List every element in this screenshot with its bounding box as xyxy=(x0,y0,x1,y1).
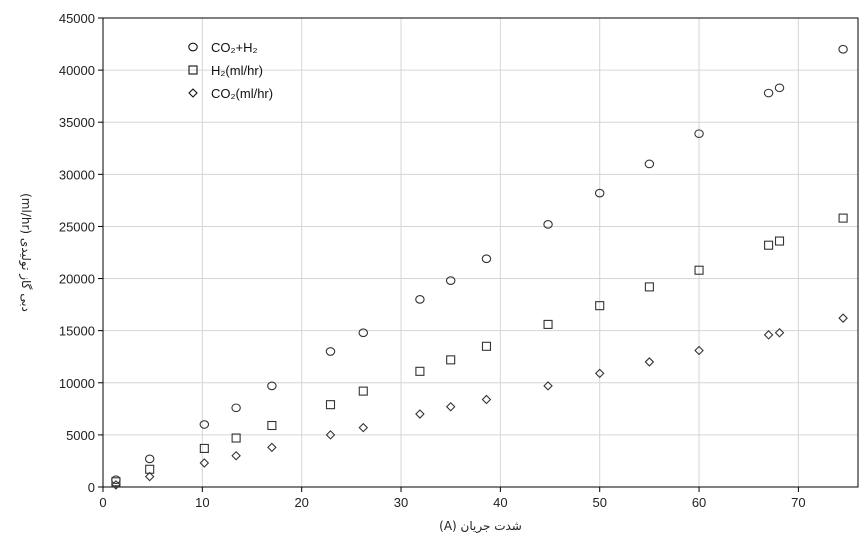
y-tick-label: 0 xyxy=(88,480,95,495)
data-point-square xyxy=(481,341,492,351)
y-axis-title: دبی گاز تولیدی (ml/hr) xyxy=(18,193,33,312)
data-point-circle xyxy=(644,159,655,169)
data-point-circle xyxy=(481,254,492,264)
data-point-square xyxy=(267,420,277,431)
data-point-diamond xyxy=(838,313,848,323)
data-point-circle xyxy=(325,347,336,356)
legend-marker-diamond xyxy=(188,88,198,98)
grid-lines xyxy=(103,17,858,487)
data-point-circle xyxy=(199,420,210,429)
y-tick-label: 45000 xyxy=(59,11,95,26)
x-tick-label: 20 xyxy=(294,495,308,510)
axis-ticks: 0 10 20 30 40 50 60 70 0 5000 10000 15000 20000 25000… xyxy=(59,11,806,510)
data-point-diamond xyxy=(199,458,210,468)
plot-frame xyxy=(102,17,859,488)
data-point-circle xyxy=(774,83,785,93)
data-point-diamond xyxy=(644,357,655,367)
x-tick-label: 50 xyxy=(592,495,606,510)
data-point-diamond xyxy=(231,450,241,461)
data-point-circle xyxy=(415,295,425,304)
data-point-diamond xyxy=(763,330,774,340)
data-point-diamond xyxy=(358,422,369,433)
series-diamond-points xyxy=(111,313,848,490)
data-point-diamond xyxy=(111,480,121,490)
data-point-circle xyxy=(267,381,277,391)
data-point-circle xyxy=(763,88,774,98)
x-tick-label: 60 xyxy=(692,495,706,510)
data-point-diamond xyxy=(144,471,155,482)
data-point-circle xyxy=(111,475,121,485)
legend-label: CO₂+H₂ xyxy=(211,40,258,55)
data-point-diamond xyxy=(445,401,456,412)
x-tick-label: 70 xyxy=(791,495,805,510)
data-point-diamond xyxy=(267,442,277,453)
y-tick-label: 10000 xyxy=(59,376,95,391)
y-tick-label: 25000 xyxy=(59,219,95,234)
data-point-diamond xyxy=(694,345,704,356)
data-point-square xyxy=(644,282,654,292)
data-point-circle xyxy=(144,454,155,464)
legend-marker-circle xyxy=(188,42,198,52)
data-point-diamond xyxy=(543,381,553,391)
data-point-circle xyxy=(594,188,605,198)
legend: CO₂+H₂ H₂(ml/hr) CO₂(ml/hr) xyxy=(188,40,273,101)
data-point-square xyxy=(764,240,774,250)
data-point-diamond xyxy=(594,368,605,379)
x-tick-label: 0 xyxy=(99,495,106,510)
data-points xyxy=(111,44,848,490)
data-point-circle xyxy=(543,220,553,229)
data-point-square xyxy=(774,236,785,246)
data-point-diamond xyxy=(325,430,336,440)
y-tick-label: 15000 xyxy=(59,324,95,339)
data-point-square xyxy=(446,355,456,365)
data-point-square xyxy=(838,213,848,223)
legend-label: H₂(ml/hr) xyxy=(211,63,263,78)
y-tick-label: 40000 xyxy=(59,63,95,78)
data-point-square xyxy=(325,400,336,410)
y-tick-label: 35000 xyxy=(59,115,95,130)
data-point-circle xyxy=(358,328,369,338)
x-axis-title: شدت جریان (A) xyxy=(439,519,522,534)
y-tick-label: 30000 xyxy=(59,167,95,182)
data-point-square xyxy=(415,366,425,376)
legend-label: CO₂(ml/hr) xyxy=(211,86,273,101)
data-point-square xyxy=(199,443,209,453)
data-point-circle xyxy=(231,403,241,413)
x-tick-label: 10 xyxy=(195,495,209,510)
data-point-diamond xyxy=(415,409,425,419)
data-point-square xyxy=(543,319,553,329)
data-point-diamond xyxy=(481,394,492,405)
series-circle-points xyxy=(111,44,848,485)
data-point-square xyxy=(595,301,605,311)
data-point-diamond xyxy=(774,327,785,338)
data-point-circle xyxy=(694,129,704,139)
data-point-circle xyxy=(838,44,848,54)
data-point-square xyxy=(358,386,368,396)
y-tick-label: 5000 xyxy=(66,428,95,443)
data-point-square xyxy=(111,477,121,487)
data-point-circle xyxy=(445,276,456,285)
legend-marker-square xyxy=(188,65,198,75)
data-point-square xyxy=(231,433,241,443)
x-tick-label: 30 xyxy=(394,495,408,510)
data-point-square xyxy=(694,265,704,275)
x-tick-label: 40 xyxy=(493,495,507,510)
y-tick-label: 20000 xyxy=(59,272,95,287)
series-square-points xyxy=(111,213,848,487)
